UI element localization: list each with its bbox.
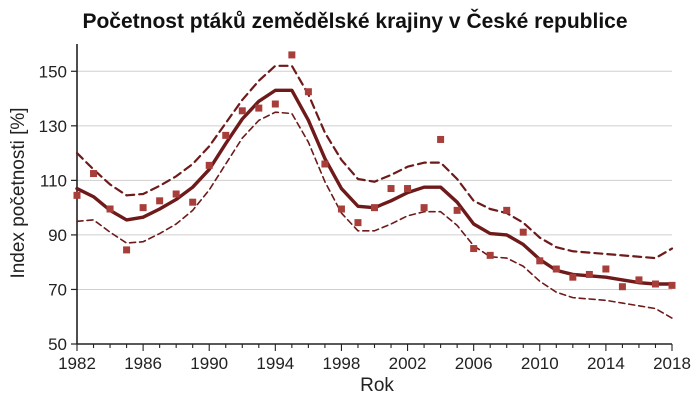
x-tick-label-3: 1994	[256, 354, 294, 373]
data-point-2011	[552, 265, 560, 273]
data-point-1982	[73, 191, 81, 199]
data-point-2013	[585, 270, 593, 278]
data-point-2010	[536, 257, 544, 265]
x-tick-label-9: 2018	[653, 354, 691, 373]
data-point-2017	[651, 280, 659, 288]
data-point-1986	[139, 204, 147, 212]
data-point-2012	[569, 273, 577, 281]
data-point-1998	[337, 205, 345, 213]
data-point-1994	[271, 100, 279, 108]
data-point-2003	[420, 204, 428, 212]
y-tick-label-3: 110	[40, 171, 67, 190]
y-tick-label-1: 70	[48, 280, 67, 299]
data-point-2008	[503, 206, 511, 214]
data-point-1993	[255, 104, 263, 112]
data-point-2016	[635, 276, 643, 284]
x-tick-labels: 1982 1986 1990 1994 1998 2002 2006 2010 2014 2018	[58, 354, 691, 373]
data-point-1996	[304, 88, 312, 96]
chart-title: Početnost ptáků zemědělské krajiny v Čes…	[82, 9, 627, 33]
x-tick-label-6: 2006	[455, 354, 493, 373]
x-tick-label-5: 2002	[389, 354, 427, 373]
data-point-1997	[321, 160, 329, 168]
data-point-2009	[519, 228, 527, 236]
data-point-1990	[205, 161, 213, 169]
data-point-2018	[668, 281, 676, 289]
series-trend-line	[75, 88, 674, 286]
data-point-1987	[156, 197, 164, 205]
x-tick-label-1: 1986	[124, 354, 162, 373]
data-point-2004	[437, 135, 445, 143]
gridlines	[77, 70, 672, 290]
data-point-1983	[90, 170, 98, 178]
y-axis-label: Index početnosti [%]	[8, 107, 29, 278]
data-point-2001	[387, 185, 395, 193]
y-tick-label-0: 50	[48, 335, 67, 354]
data-point-2014	[602, 265, 610, 273]
x-tick-label-4: 1998	[323, 354, 361, 373]
series-lower-bound-line	[76, 111, 673, 319]
data-point-1999	[354, 219, 362, 227]
data-point-1991	[222, 131, 230, 139]
series-upper-bound-line	[75, 64, 674, 260]
y-tick-label-5: 150	[39, 62, 67, 81]
data-point-2006	[470, 245, 478, 253]
data-point-2000	[371, 204, 378, 212]
y-tick-labels: 50 70 90 110 130 150	[39, 62, 67, 354]
x-tick-label-2: 1990	[190, 354, 228, 373]
series	[73, 51, 676, 319]
x-axis-label: Rok	[360, 375, 394, 396]
y-tick-label-4: 130	[39, 117, 67, 136]
data-point-1985	[123, 246, 131, 254]
data-point-2007	[486, 251, 494, 259]
data-point-1992	[238, 107, 246, 115]
series-observed	[73, 51, 676, 291]
data-point-1988	[172, 190, 180, 198]
x-tick-label-0: 1982	[58, 354, 96, 373]
data-point-1989	[189, 198, 197, 206]
data-point-2005	[453, 206, 461, 214]
y-tick-label-2: 90	[48, 226, 67, 245]
data-point-1984	[106, 205, 114, 213]
data-point-2015	[618, 283, 626, 291]
x-tick-label-7: 2010	[521, 354, 559, 373]
data-point-2002	[404, 185, 412, 193]
x-tick-label-8: 2014	[587, 354, 625, 373]
data-point-1995	[288, 51, 296, 59]
